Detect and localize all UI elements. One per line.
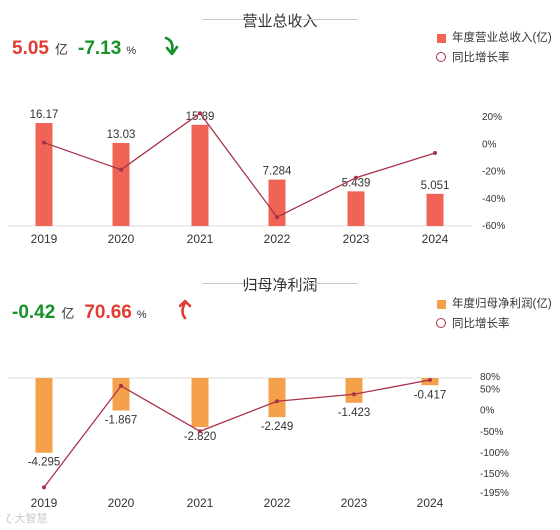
legend-line-marker <box>436 318 446 328</box>
bar <box>191 124 209 226</box>
x-tick-label: 2024 <box>422 232 449 246</box>
revenue-growth-unit: % <box>126 45 137 57</box>
legend-line-label: 同比增长率 <box>452 52 510 64</box>
y2-tick-label: 0% <box>480 406 495 417</box>
x-tick-label: 2021 <box>187 496 214 510</box>
legend-bar-swatch <box>437 34 446 43</box>
profit-chart: 80% 50% 0% -50% -100% -150% -195% -4.295 -1.867 -… <box>8 372 509 510</box>
revenue-title-row: 营业总收入 <box>0 10 560 30</box>
profit-panel: 归母净利润 -0.42 亿 70.66% 年度归母净利润(亿) 同比增长率 80% 5… <box>0 262 560 530</box>
bar <box>112 143 130 226</box>
growth-rate-point <box>119 167 123 172</box>
bar <box>426 193 444 226</box>
profit-value: -0.42 <box>12 302 56 323</box>
y2-tick-label: 20% <box>482 112 502 123</box>
x-tick-label: 2023 <box>341 496 368 510</box>
y2-tick-label: 50% <box>480 385 500 396</box>
bar <box>347 191 365 226</box>
legend-item-profit-line[interactable]: 同比增长率 <box>436 314 552 334</box>
revenue-chart: 20% 0% -20% -40% -60% 16.17 13.03 15.89 7.284 5.4… <box>8 109 505 246</box>
revenue-legend: 年度营业总收入(亿) 同比增长率 <box>436 28 552 68</box>
bar-value-label: 5.051 <box>421 180 450 192</box>
bar <box>35 123 53 226</box>
x-tick-label: 2023 <box>343 232 370 246</box>
title-divider-right <box>300 19 358 20</box>
bar-value-label: 16.17 <box>30 109 59 121</box>
bar-value-label: -1.423 <box>338 407 371 419</box>
growth-rate-line <box>43 112 436 218</box>
bar-value-label: 13.03 <box>107 129 136 141</box>
revenue-unit: 亿 <box>54 42 68 57</box>
legend-bar-label: 年度营业总收入(亿) <box>452 32 552 44</box>
arrow-up-icon <box>178 299 192 320</box>
y2-tick-label: -50% <box>480 427 503 438</box>
y2-tick-label: 80% <box>480 372 500 383</box>
bar-value-label: 15.89 <box>186 111 215 123</box>
legend-item-profit-bar[interactable]: 年度归母净利润(亿) <box>436 294 552 314</box>
growth-rate-point <box>119 383 123 388</box>
x-tick-label: 2022 <box>264 496 291 510</box>
x-tick-label: 2019 <box>31 496 58 510</box>
y2-tick-label: -150% <box>480 469 509 480</box>
bar-value-label: -2.820 <box>184 431 217 443</box>
y2-tick-label: -40% <box>482 194 505 205</box>
revenue-value: 5.05 <box>12 38 49 59</box>
bar-value-label: -1.867 <box>105 414 138 426</box>
y2-tick-label: -195% <box>480 488 509 499</box>
revenue-title: 营业总收入 <box>242 13 318 30</box>
x-tick-label: 2021 <box>187 232 214 246</box>
profit-kpi: -0.42 亿 70.66% <box>12 302 147 328</box>
legend-item-revenue-line[interactable]: 同比增长率 <box>436 48 552 68</box>
revenue-growth: -7.13 <box>78 38 122 59</box>
legend-item-revenue-bar[interactable]: 年度营业总收入(亿) <box>436 28 552 48</box>
y2-tick-label: -20% <box>482 167 505 178</box>
bar-value-label: -4.295 <box>28 457 61 469</box>
profit-growth: 70.66 <box>84 302 132 323</box>
bar-value-label: -2.249 <box>261 421 294 433</box>
bar-value-label: 7.284 <box>263 166 292 178</box>
growth-rate-point <box>198 429 202 434</box>
arrow-down-icon <box>164 36 179 56</box>
bar-value-label: 5.439 <box>342 177 371 189</box>
bar <box>35 378 53 453</box>
bar-value-label: -0.417 <box>414 389 447 401</box>
x-tick-label: 2020 <box>108 232 135 246</box>
profit-legend: 年度归母净利润(亿) 同比增长率 <box>436 294 552 334</box>
x-tick-label: 2024 <box>417 496 444 510</box>
revenue-kpi: 5.05 亿 -7.13% <box>12 38 136 64</box>
growth-rate-line <box>43 379 431 488</box>
y2-tick-label: 0% <box>482 139 497 150</box>
title-divider-left <box>202 19 260 20</box>
title-divider-left <box>202 283 260 284</box>
growth-rate-point <box>275 215 279 220</box>
title-divider-right <box>300 283 358 284</box>
watermark-logo: ζ·大智慧 <box>6 513 48 525</box>
growth-rate-point <box>42 485 46 490</box>
growth-rate-point <box>352 392 356 397</box>
growth-rate-point <box>354 175 358 180</box>
profit-unit: 亿 <box>61 306 75 321</box>
revenue-panel: 营业总收入 5.05 亿 -7.13% 年度营业总收入(亿) 同比增长率 20% 0%… <box>0 0 560 262</box>
x-tick-label: 2020 <box>108 496 135 510</box>
growth-rate-point <box>198 111 202 116</box>
growth-rate-point <box>428 377 432 382</box>
bar <box>345 378 363 403</box>
x-tick-label: 2022 <box>264 232 291 246</box>
profit-title: 归母净利润 <box>242 277 318 294</box>
legend-line-marker <box>436 52 446 62</box>
legend-bar-swatch <box>437 300 446 309</box>
bar <box>112 378 130 411</box>
bar <box>268 378 286 418</box>
growth-rate-point <box>42 140 46 145</box>
y2-tick-label: -100% <box>480 448 509 459</box>
bar <box>191 378 209 428</box>
growth-rate-point <box>275 399 279 404</box>
profit-title-row: 归母净利润 <box>0 274 560 294</box>
profit-growth-unit: % <box>136 309 147 321</box>
legend-bar-label: 年度归母净利润(亿) <box>452 298 552 310</box>
growth-rate-point <box>433 150 437 155</box>
y2-tick-label: -60% <box>482 221 505 232</box>
legend-line-label: 同比增长率 <box>452 318 510 330</box>
x-tick-label: 2019 <box>31 232 58 246</box>
